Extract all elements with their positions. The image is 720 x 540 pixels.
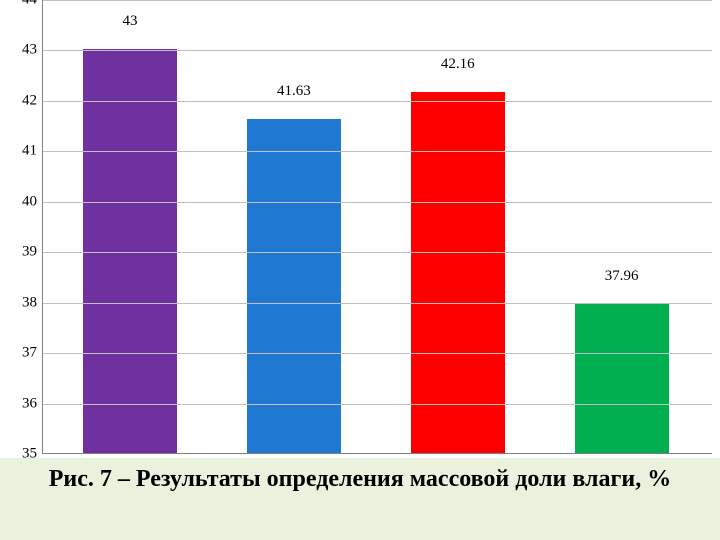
grid-line	[43, 303, 712, 304]
y-tick-label: 42	[9, 92, 37, 109]
bar-value-label: 41.63	[277, 83, 311, 100]
grid-line	[43, 101, 712, 102]
bar-value-label: 43	[122, 13, 137, 30]
bar	[575, 304, 669, 453]
y-tick-label: 44	[9, 0, 37, 9]
bar-value-label: 37.96	[605, 268, 639, 285]
grid-line	[43, 252, 712, 253]
bar	[411, 92, 505, 453]
y-tick-label: 38	[9, 294, 37, 311]
grid-line	[43, 353, 712, 354]
grid-line	[43, 151, 712, 152]
grid-line	[43, 404, 712, 405]
plot-area: 4341.6342.1637.96 35363738394041424344	[42, 0, 712, 454]
grid-line	[43, 202, 712, 203]
bars-layer: 43 41.63 42.16 37.96	[43, 0, 712, 453]
bar	[83, 49, 177, 453]
y-tick-label: 39	[9, 244, 37, 261]
caption-band: Рис. 7 – Результаты определения массовой…	[0, 458, 720, 540]
bar-value-label: 42.16	[441, 56, 475, 73]
y-tick-label: 37	[9, 345, 37, 362]
chart-caption: Рис. 7 – Результаты определения массовой…	[49, 466, 671, 492]
y-tick-label: 36	[9, 395, 37, 412]
chart-container: 4341.6342.1637.96 35363738394041424344	[0, 0, 720, 454]
y-tick-label: 41	[9, 143, 37, 160]
grid-line	[43, 0, 712, 1]
y-tick-label: 43	[9, 42, 37, 59]
grid-line	[43, 50, 712, 51]
y-tick-label: 40	[9, 193, 37, 210]
